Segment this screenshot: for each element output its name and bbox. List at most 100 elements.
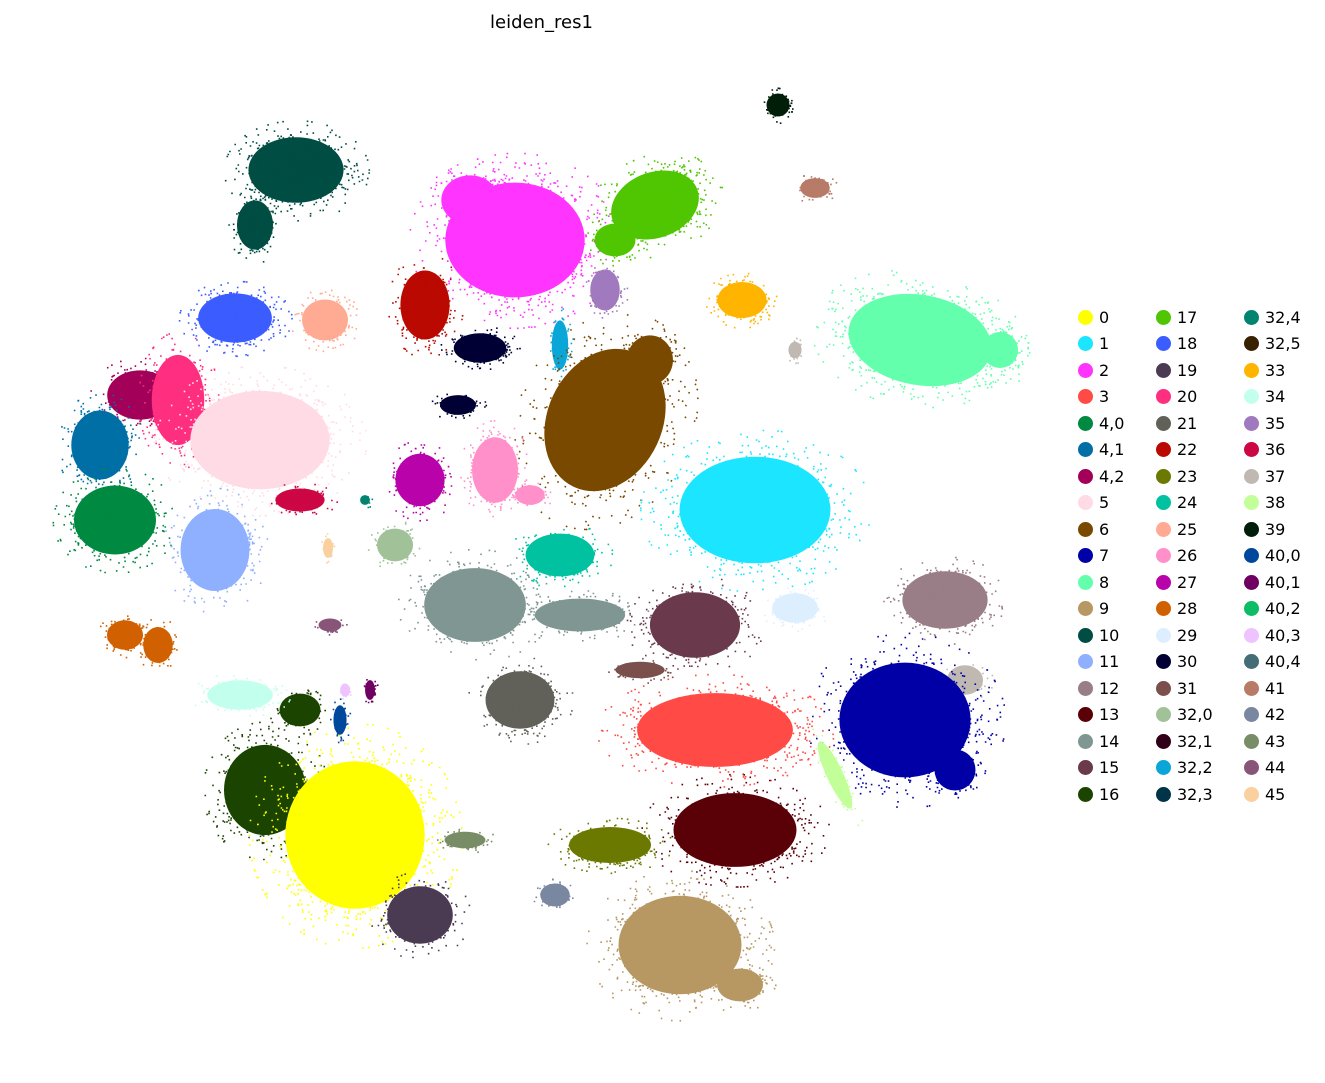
chart-title: leiden_res1 <box>490 12 593 33</box>
cluster-44 <box>314 618 348 636</box>
legend-label: 24 <box>1177 493 1198 512</box>
legend-item: 38 <box>1244 490 1285 516</box>
cluster-29 <box>764 587 826 632</box>
legend-item: 32,1 <box>1156 728 1213 754</box>
cluster-points <box>608 657 679 684</box>
legend-label: 38 <box>1265 493 1286 512</box>
legend-label: 10 <box>1099 625 1120 645</box>
legend-label: 44 <box>1265 758 1286 777</box>
legend-label: 15 <box>1099 758 1120 777</box>
legend-marker <box>1244 627 1259 643</box>
cluster-core <box>981 331 1019 369</box>
cluster-6 <box>512 313 699 531</box>
legend-marker <box>1078 601 1093 616</box>
legend-label: 7 <box>1099 546 1110 565</box>
legend-item: 23 <box>1156 463 1197 489</box>
legend-label: 40,4 <box>1265 652 1301 671</box>
legend-marker <box>1156 336 1171 351</box>
legend-label: 37 <box>1265 466 1286 486</box>
cluster-25 <box>292 289 358 353</box>
legend-item: 1 <box>1078 331 1109 357</box>
cluster-points <box>270 483 338 516</box>
legend-marker <box>1078 442 1093 457</box>
legend-marker <box>1156 760 1171 775</box>
legend-label: 32,0 <box>1177 705 1213 724</box>
cluster-14 <box>398 549 554 661</box>
legend-item: 18 <box>1156 331 1197 357</box>
cluster-core <box>424 568 526 642</box>
cluster-points <box>764 587 826 632</box>
cluster-2 <box>430 164 515 238</box>
legend-item: 10 <box>1078 622 1119 648</box>
legend-label: 22 <box>1177 440 1198 459</box>
cluster-26 <box>460 420 528 518</box>
cluster-27 <box>388 442 453 522</box>
legend-item: 34 <box>1244 384 1285 410</box>
cluster-40-3 <box>340 683 352 700</box>
cluster-points <box>228 188 278 263</box>
cluster-30 <box>431 393 488 419</box>
legend-label: 17 <box>1177 307 1198 327</box>
legend-item: 42 <box>1244 702 1285 728</box>
legend-marker <box>1078 680 1093 696</box>
legend-marker <box>1156 521 1171 537</box>
legend-label: 33 <box>1265 360 1286 380</box>
legend-marker <box>1244 468 1259 484</box>
legend-item: 31 <box>1156 675 1197 701</box>
cluster-points <box>810 632 1005 808</box>
cluster-28 <box>100 615 149 659</box>
legend-marker <box>1244 389 1259 404</box>
legend-marker <box>1078 548 1093 563</box>
cluster-19 <box>371 873 471 959</box>
cluster-points <box>61 394 142 499</box>
legend-item: 26 <box>1156 543 1197 569</box>
legend-marker <box>1078 707 1093 722</box>
legend-marker <box>1078 389 1093 404</box>
legend-marker <box>1156 362 1171 378</box>
legend-label: 3 <box>1099 387 1110 406</box>
cluster-points <box>431 393 488 419</box>
cluster-points <box>224 120 371 222</box>
legend-item: 28 <box>1156 596 1197 622</box>
legend-item: 39 <box>1244 516 1285 542</box>
cluster-points <box>706 272 778 329</box>
legend-label: 40,3 <box>1265 625 1301 645</box>
legend-marker <box>1156 654 1171 669</box>
cluster-12 <box>883 556 1004 645</box>
cluster-32-4 <box>360 495 374 509</box>
cluster-10 <box>224 120 371 222</box>
legend-marker <box>1244 336 1259 351</box>
legend-marker <box>1244 707 1259 722</box>
legend-item: 41 <box>1244 675 1285 701</box>
legend-label: 2 <box>1099 360 1110 380</box>
cluster-8 <box>978 323 1029 377</box>
legend-marker <box>1156 415 1171 431</box>
cluster-4-1 <box>61 394 142 499</box>
cluster-points <box>587 217 644 267</box>
cluster-core <box>190 390 330 490</box>
legend-marker <box>1156 389 1171 404</box>
cluster-points <box>321 533 336 564</box>
legend-item: 9 <box>1078 596 1109 622</box>
cluster-34 <box>194 675 291 717</box>
legend-marker <box>1156 574 1171 590</box>
cluster-points <box>367 521 421 568</box>
legend-label: 9 <box>1099 599 1110 618</box>
umap-scatter-plot <box>52 87 1031 1022</box>
legend-label: 11 <box>1099 652 1120 671</box>
legend-item: 4,2 <box>1078 463 1124 489</box>
legend-marker <box>1078 627 1093 643</box>
cluster-points <box>978 323 1029 377</box>
cluster-points <box>100 615 149 659</box>
cluster-points <box>533 878 574 909</box>
legend-label: 0 <box>1099 307 1110 327</box>
legend-marker <box>1244 786 1259 802</box>
legend-marker <box>1244 574 1259 590</box>
legend-item: 2 <box>1078 357 1109 383</box>
legend-item: 5 <box>1078 490 1109 516</box>
cluster-points <box>340 685 352 700</box>
cluster-points <box>460 420 528 518</box>
cluster-points <box>547 817 672 875</box>
cluster-points <box>409 152 622 330</box>
cluster-5 <box>153 366 367 517</box>
